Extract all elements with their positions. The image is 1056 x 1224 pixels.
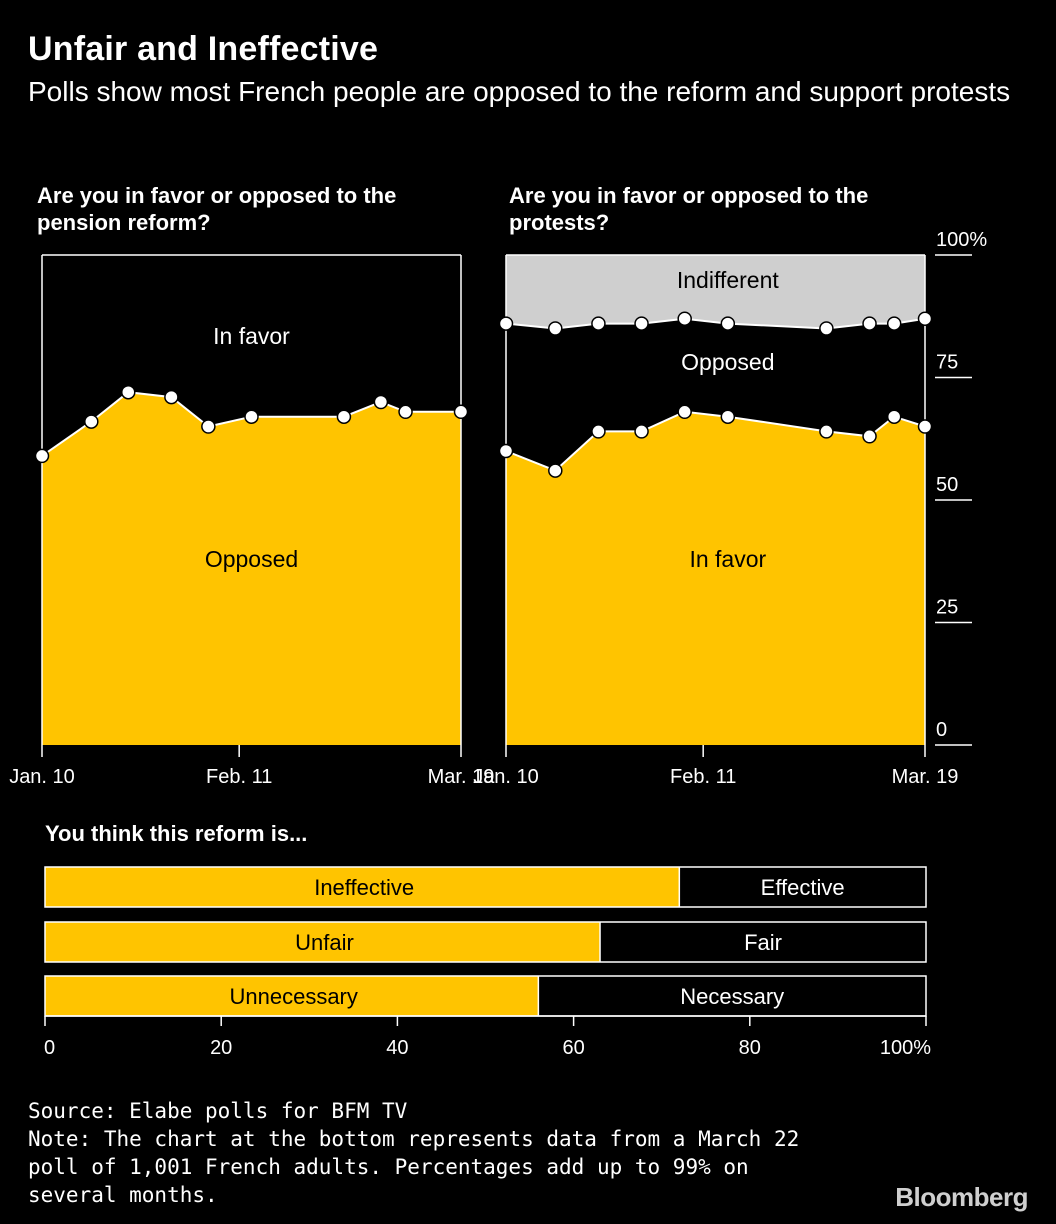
- bar-effective: [679, 867, 926, 907]
- right-chart-area-in-favor: [506, 411, 925, 745]
- left-chart-point-1-6: [336, 409, 352, 424]
- left-chart-point-1-3: [164, 389, 179, 405]
- right-chart-point-1-8: [886, 409, 902, 424]
- right-panel-title: Are you in favor or opposed to the prote…: [509, 183, 869, 235]
- right-chart-point-2-2: [591, 316, 606, 331]
- y-tick-label: 75: [936, 352, 958, 374]
- bar-label-right: Effective: [761, 875, 845, 900]
- y-tick-label: 25: [936, 597, 958, 619]
- left-chart-label-in-favor: In favor: [213, 323, 290, 349]
- right-chart-point-2-3: [634, 316, 649, 331]
- right-chart-boundary-line-2: [505, 317, 926, 330]
- bar-necessary: [538, 976, 926, 1016]
- right-chart-point-2-6: [819, 321, 834, 336]
- right-chart-label-opposed: Opposed: [681, 349, 774, 375]
- y-tick-label: 100%: [936, 229, 987, 251]
- left-chart-point-1-4: [201, 419, 216, 434]
- right-chart-label-indifferent: Indifferent: [677, 267, 779, 293]
- source-text: Source: Elabe polls for BFM TV: [28, 1099, 408, 1123]
- left-chart-point-1-8: [398, 404, 413, 420]
- bar-x-tick-label: 0: [44, 1037, 55, 1059]
- right-chart-x-tick-label: Jan. 10: [473, 766, 539, 788]
- left-chart-area-in-favor: [42, 255, 461, 456]
- left-chart-point-1-7: [373, 394, 389, 410]
- left-chart-point-1-2: [121, 384, 136, 400]
- right-chart-boundary-line-1: [505, 410, 926, 472]
- left-chart-boundary-line-1: [41, 391, 461, 457]
- bar-x-tick-label: 20: [210, 1037, 232, 1059]
- left-chart-point-1-0: [34, 448, 50, 464]
- right-chart-point-1-9: [917, 419, 933, 434]
- left-chart-point-1-1: [84, 414, 99, 429]
- left-chart-point-1-5: [244, 409, 259, 424]
- right-chart-point-2-0: [498, 316, 514, 331]
- left-chart-label-opposed: Opposed: [205, 546, 298, 572]
- y-tick-label: 50: [936, 474, 958, 496]
- right-chart-point-2-5: [720, 316, 736, 331]
- right-chart-area-indifferent: [506, 255, 925, 329]
- right-chart-point-1-5: [720, 409, 736, 424]
- right-chart-x-tick-label: Feb. 11: [670, 766, 736, 788]
- bar-ineffective: [45, 867, 680, 907]
- right-chart-point-1-2: [591, 424, 606, 439]
- note-text: Note: The chart at the bottom represents…: [28, 1127, 800, 1207]
- right-chart-area-opposed: [506, 318, 925, 471]
- right-chart-point-2-7: [862, 316, 877, 331]
- right-chart-x-tick-label: Mar. 19: [892, 766, 959, 788]
- right-chart-point-2-4: [677, 311, 692, 326]
- bar-x-tick-label: 60: [562, 1037, 584, 1059]
- bar-unnecessary: [45, 976, 539, 1016]
- chart-subtitle: Polls show most French people are oppose…: [28, 76, 1011, 107]
- bar-unfair: [45, 922, 601, 962]
- bar-label-right: Necessary: [680, 984, 784, 1009]
- bar-chart-title: You think this reform is...: [45, 821, 308, 846]
- bar-label-left: Unfair: [295, 930, 354, 955]
- right-chart-point-1-1: [548, 463, 563, 478]
- left-panel-title: Are you in favor or opposed to the pensi…: [37, 183, 397, 235]
- y-tick-label: 0: [936, 719, 947, 741]
- right-chart-point-1-3: [634, 424, 649, 439]
- left-chart-x-tick-label: Feb. 11: [206, 766, 272, 788]
- right-chart-point-2-8: [886, 316, 902, 331]
- left-chart-point-1-9: [453, 404, 469, 420]
- bar-x-tick-label: 40: [386, 1037, 408, 1059]
- left-chart-x-tick-label: Mar. 19: [428, 766, 495, 788]
- chart-title: Unfair and Ineffective: [28, 30, 379, 68]
- bloomberg-logo: Bloomberg: [895, 1182, 1028, 1212]
- right-chart-point-1-6: [819, 424, 834, 439]
- bar-label-left: Ineffective: [314, 875, 414, 900]
- left-chart-x-tick-label: Jan. 10: [9, 766, 75, 788]
- bar-outline: [44, 921, 927, 963]
- bar-x-tick-label: 80: [739, 1037, 761, 1059]
- right-chart-point-2-1: [548, 321, 563, 336]
- right-chart-point-1-0: [498, 443, 514, 459]
- right-chart-point-1-7: [862, 429, 877, 444]
- bar-fair: [600, 922, 926, 962]
- source-note: Source: Elabe polls for BFM TV Note: The…: [28, 1097, 848, 1209]
- bar-outline: [44, 866, 927, 908]
- right-chart-point-2-9: [917, 311, 933, 326]
- left-chart-area-opposed: [42, 392, 461, 745]
- bar-label-left: Unnecessary: [229, 984, 357, 1009]
- bar-label-right: Fair: [744, 930, 782, 955]
- right-chart-label-in-favor: In favor: [689, 546, 766, 572]
- bar-x-tick-label: 100%: [880, 1037, 931, 1059]
- right-chart-point-1-4: [677, 404, 692, 420]
